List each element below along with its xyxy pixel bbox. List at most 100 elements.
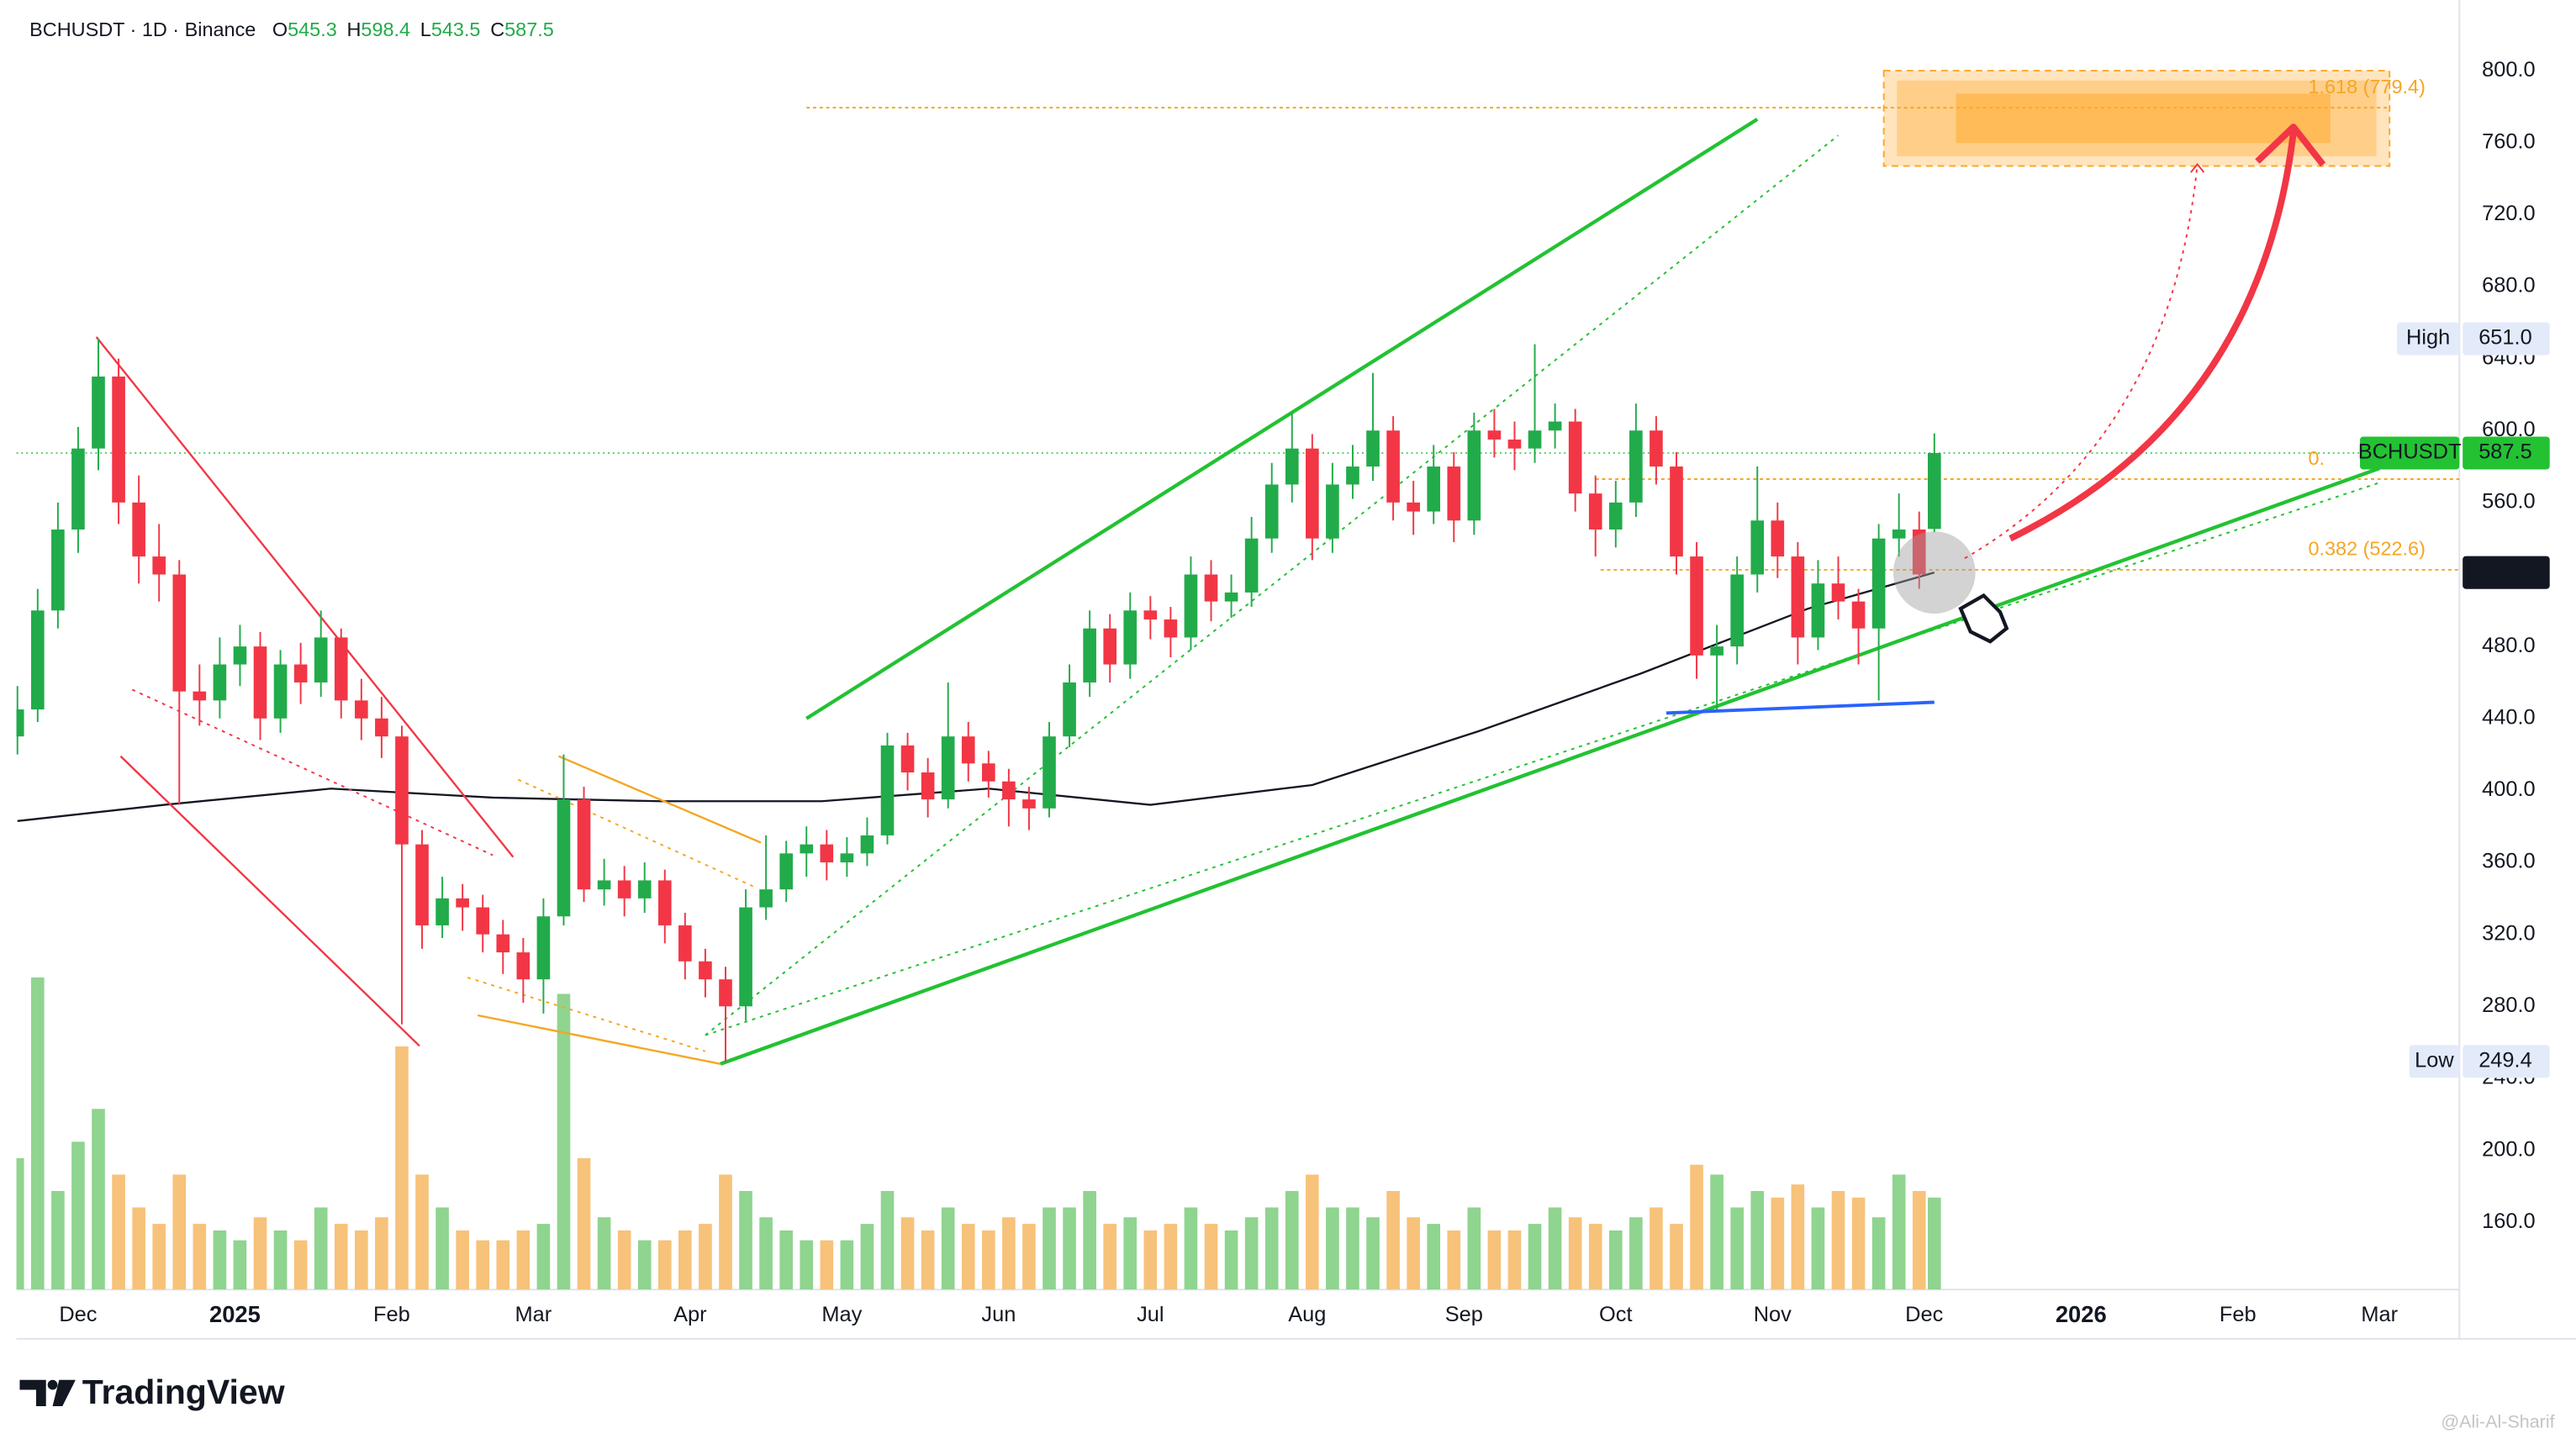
candle-body <box>657 880 672 925</box>
trend-line <box>119 755 420 1047</box>
plot-area <box>16 70 2460 1290</box>
candle-body <box>1871 538 1886 629</box>
volume-bar <box>273 1230 288 1290</box>
candle-body <box>355 700 368 719</box>
candle-body <box>1467 430 1481 521</box>
volume-bar <box>981 1230 995 1290</box>
candle-body <box>253 646 267 719</box>
volume-bar <box>1730 1207 1744 1290</box>
legend-header: BCHUSDT · 1D · Binance O545.3 H598.4 L543.5… <box>29 18 554 40</box>
candle-body <box>395 736 409 845</box>
volume-bar <box>1528 1224 1542 1290</box>
logo-mark <box>19 1379 46 1407</box>
volume-bar <box>1507 1230 1522 1290</box>
volume-bar <box>334 1224 348 1290</box>
y-tick-label: 480.0 <box>2482 634 2536 657</box>
y-tick-label: 760.0 <box>2482 129 2536 153</box>
volume-bar <box>415 1174 429 1290</box>
candle-body <box>51 529 65 611</box>
volume-bar <box>577 1157 591 1290</box>
candle-body <box>880 745 895 835</box>
trend-line <box>557 755 762 844</box>
candle-body <box>172 574 187 692</box>
volume-bar <box>1427 1224 1441 1290</box>
candle-body <box>293 664 308 682</box>
volume-bar <box>1164 1224 1178 1290</box>
volume-bar <box>476 1240 490 1290</box>
price-label-name-bg <box>2397 322 2460 356</box>
fib-label: 1.618 (779.4) <box>2308 76 2425 97</box>
volume-bar <box>1123 1217 1138 1290</box>
price-label-name-bg <box>2409 1045 2460 1078</box>
trend-line <box>95 336 515 858</box>
price-label-value: 587.5 <box>2478 440 2532 464</box>
candle-body <box>1791 556 1805 638</box>
x-tick-label: Feb <box>2220 1303 2257 1326</box>
trend-line <box>705 134 1840 1036</box>
price-label-bg <box>2463 436 2550 470</box>
candle-body <box>1912 529 1926 575</box>
candle-body <box>719 979 732 1007</box>
volume-bar <box>172 1174 187 1290</box>
y-tick-label: 800.0 <box>2482 58 2536 82</box>
price-label-bg <box>2463 556 2550 589</box>
volume-bar <box>435 1207 449 1290</box>
volume-bar <box>355 1230 368 1290</box>
volume-bar <box>719 1174 732 1290</box>
volume-bar <box>961 1224 975 1290</box>
trend-line <box>467 977 706 1052</box>
volume-bar <box>1750 1191 1765 1290</box>
volume-bar <box>1022 1224 1036 1290</box>
volume-bar <box>1650 1207 1663 1290</box>
volume-bar <box>900 1217 915 1290</box>
candle-body <box>476 907 490 935</box>
candle-body <box>1326 484 1339 539</box>
volume-bar <box>496 1240 510 1290</box>
candle-body <box>1366 430 1380 467</box>
candle-body <box>1224 592 1238 602</box>
y-tick-label: 400.0 <box>2482 777 2536 801</box>
y-tick-label: 360.0 <box>2482 850 2536 873</box>
candle-body <box>1164 619 1178 638</box>
volume-bar <box>779 1230 793 1290</box>
volume-bar <box>1811 1207 1825 1290</box>
volume-bar <box>1326 1207 1339 1290</box>
volume-bar <box>880 1191 895 1290</box>
candle-body <box>1608 502 1623 530</box>
fib-label: 0.382 (522.6) <box>2308 538 2425 560</box>
ohlc-value: 587.5 <box>504 18 554 40</box>
volume-bar <box>860 1224 874 1290</box>
volume-bar <box>921 1230 935 1290</box>
volume-bar <box>1063 1207 1076 1290</box>
ohlc-label: L <box>420 18 431 40</box>
candle-body <box>92 377 105 449</box>
y-tick-label: 200.0 <box>2482 1137 2536 1161</box>
volume-bar <box>1892 1174 1906 1290</box>
candle-body <box>1386 430 1400 503</box>
trend-line <box>805 118 1759 720</box>
volume-bar <box>1447 1230 1461 1290</box>
volume-bar <box>1548 1207 1562 1290</box>
focus-circle <box>1892 531 1976 614</box>
fib-label: 0. <box>2308 447 2325 469</box>
price-label-bg <box>2463 322 2550 356</box>
ohlc-value: 545.3 <box>288 18 337 40</box>
volume-bar <box>92 1109 105 1290</box>
ohlc-value: 598.4 <box>361 18 410 40</box>
x-tick-label: Feb <box>373 1303 410 1326</box>
volume-bar <box>597 1217 611 1290</box>
price-label-name: Low <box>2415 1049 2454 1072</box>
candle-body <box>860 835 874 854</box>
candle-body <box>961 736 975 764</box>
volume-bar <box>395 1046 409 1290</box>
price-label-name-bg <box>2360 436 2460 470</box>
volume-bar <box>1608 1230 1623 1290</box>
candle-body <box>1346 466 1359 485</box>
candle-body <box>112 377 125 503</box>
price-label-name: BCHUSDT <box>2358 440 2462 464</box>
volume-bar <box>375 1217 388 1290</box>
ohlc-label: H <box>346 18 361 40</box>
logo-dot <box>47 1379 58 1390</box>
candle-body <box>496 934 510 953</box>
